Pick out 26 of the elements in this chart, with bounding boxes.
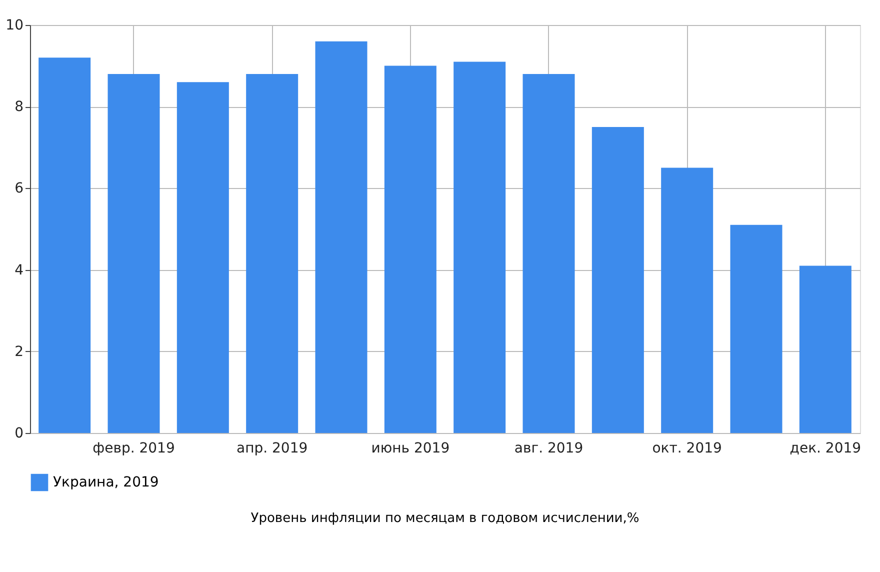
y-tick-label: 6 xyxy=(14,180,24,197)
x-tick-label: июнь 2019 xyxy=(371,440,450,456)
x-tick-label: февр. 2019 xyxy=(92,440,175,456)
y-tick-label: 8 xyxy=(14,99,24,116)
bar xyxy=(108,74,160,433)
bar xyxy=(522,74,575,433)
legend-label: Украина, 2019 xyxy=(53,474,159,490)
y-tick-label: 2 xyxy=(14,344,24,360)
bar xyxy=(384,66,436,433)
bar xyxy=(592,127,644,433)
text: Уровень инфляции по месяцам в годовом исчислении,% xyxy=(250,511,640,526)
x-tick-label: окт. 2019 xyxy=(652,440,722,456)
bar xyxy=(454,62,506,433)
bar xyxy=(38,58,91,433)
x-tick-label: апр. 2019 xyxy=(236,440,308,456)
bar xyxy=(246,74,298,433)
bar xyxy=(730,224,782,433)
bar xyxy=(176,82,229,433)
bar xyxy=(799,266,852,433)
x-tick-label: авг. 2019 xyxy=(514,440,584,456)
y-tick-label: 0 xyxy=(14,426,24,442)
bar xyxy=(661,168,714,433)
x-tick-label: дек. 2019 xyxy=(790,440,862,456)
y-tick-label: 10 xyxy=(6,18,24,34)
y-tick-label: 4 xyxy=(14,262,24,278)
bar xyxy=(315,41,368,433)
